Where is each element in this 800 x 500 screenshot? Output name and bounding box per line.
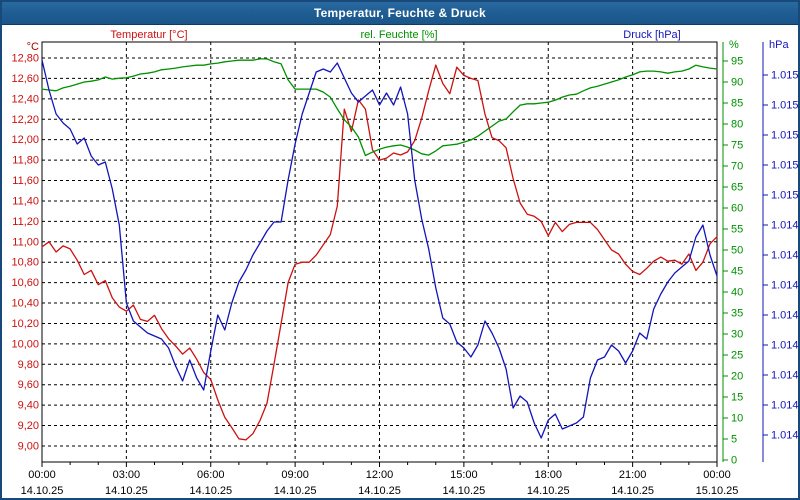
humidity-tick-label: 10 bbox=[731, 413, 743, 425]
humidity-tick-label: 35 bbox=[731, 308, 743, 320]
time-label: 06:00 bbox=[197, 469, 225, 481]
humidity-tick-label: 30 bbox=[731, 329, 743, 341]
humidity-tick-label: 25 bbox=[731, 350, 743, 362]
humidity-tick-label: 55 bbox=[731, 224, 743, 236]
humidity-tick-label: 50 bbox=[731, 245, 743, 257]
date-label: 14.10.25 bbox=[105, 485, 148, 497]
humidity-tick-label: 85 bbox=[731, 98, 743, 110]
time-label: 09:00 bbox=[281, 469, 309, 481]
pressure-tick-label: 1.014 bbox=[771, 430, 799, 442]
hpa-axis-unit: hPa bbox=[769, 39, 789, 51]
time-label: 00:00 bbox=[28, 469, 56, 481]
date-label: 15.10.25 bbox=[696, 485, 739, 497]
temp-tick-label: 9,40 bbox=[18, 400, 39, 412]
date-label: 14.10.25 bbox=[21, 485, 64, 497]
time-label: 18:00 bbox=[534, 469, 562, 481]
humidity-tick-label: 75 bbox=[731, 140, 743, 152]
pressure-tick-label: 1.014 bbox=[771, 370, 799, 382]
humidity-tick-label: 0 bbox=[731, 455, 737, 467]
temp-tick-label: 12,40 bbox=[11, 93, 39, 105]
date-label: 14.10.25 bbox=[189, 485, 232, 497]
pressure-curve bbox=[41, 59, 718, 439]
pressure-tick-label: 1.015 bbox=[771, 160, 799, 172]
legend-pressure-label: Druck [hPa] bbox=[623, 29, 681, 41]
time-label: 12:00 bbox=[366, 469, 394, 481]
temp-tick-label: 10,20 bbox=[11, 318, 39, 330]
date-label: 14.10.25 bbox=[274, 485, 317, 497]
temp-tick-label: 10,60 bbox=[11, 277, 39, 289]
plot-border bbox=[41, 41, 718, 463]
humidity-tick-label: 65 bbox=[731, 182, 743, 194]
pressure-tick-label: 1.014 bbox=[771, 400, 799, 412]
pressure-tick-label: 1.015 bbox=[771, 70, 799, 82]
date-label: 14.10.25 bbox=[442, 485, 485, 497]
pressure-tick-label: 1.014 bbox=[771, 280, 799, 292]
window-title: Temperatur, Feuchte & Druck bbox=[314, 6, 486, 20]
temp-tick-label: 9,20 bbox=[18, 420, 39, 432]
humidity-tick-label: 15 bbox=[731, 392, 743, 404]
temp-tick-label: 10,00 bbox=[11, 338, 39, 350]
legend-humidity-label: rel. Feuchte [%] bbox=[360, 29, 438, 41]
time-label: 00:00 bbox=[703, 469, 731, 481]
temp-tick-label: 9,60 bbox=[18, 379, 39, 391]
window-titlebar: Temperatur, Feuchte & Druck bbox=[2, 2, 798, 25]
temp-tick-label: 9,00 bbox=[18, 440, 39, 452]
pressure-tick-label: 1.015 bbox=[771, 190, 799, 202]
pressure-tick-label: 1.015 bbox=[771, 100, 799, 112]
temp-tick-label: 12,00 bbox=[11, 134, 39, 146]
temp-tick-label: 11,20 bbox=[12, 216, 39, 228]
pressure-tick-label: 1.014 bbox=[771, 220, 799, 232]
time-label: 03:00 bbox=[113, 469, 141, 481]
date-label: 14.10.25 bbox=[611, 485, 654, 497]
humidity-tick-label: 20 bbox=[731, 371, 743, 383]
humidity-tick-label: 45 bbox=[731, 266, 743, 278]
humidity-tick-label: 5 bbox=[731, 434, 737, 446]
pressure-tick-label: 1.014 bbox=[771, 250, 799, 262]
temp-tick-label: 9,80 bbox=[18, 359, 39, 371]
pressure-tick-label: 1.014 bbox=[771, 310, 799, 322]
humidity-tick-label: 95 bbox=[731, 56, 743, 68]
humidity-tick-label: 60 bbox=[731, 203, 743, 215]
percent-axis-unit: % bbox=[729, 39, 739, 51]
temp-tick-label: 12,20 bbox=[11, 114, 39, 126]
humidity-tick-label: 70 bbox=[731, 161, 743, 173]
celsius-axis-unit: °C bbox=[27, 41, 39, 53]
temp-tick-label: 10,40 bbox=[11, 298, 39, 310]
time-label: 21:00 bbox=[619, 469, 647, 481]
pressure-tick-label: 1.015 bbox=[771, 130, 799, 142]
temp-tick-label: 10,80 bbox=[11, 257, 39, 269]
temp-tick-label: 12,80 bbox=[11, 53, 39, 65]
humidity-tick-label: 40 bbox=[731, 287, 743, 299]
pressure-tick-label: 1.014 bbox=[771, 340, 799, 352]
humidity-tick-label: 90 bbox=[731, 77, 743, 89]
temp-tick-label: 11,40 bbox=[12, 195, 39, 207]
temperature-curve bbox=[41, 64, 718, 441]
time-label: 15:00 bbox=[450, 469, 478, 481]
legend-temperature-label: Temperatur [°C] bbox=[110, 29, 188, 41]
date-label: 14.10.25 bbox=[358, 485, 401, 497]
date-label: 14.10.25 bbox=[527, 485, 570, 497]
temp-tick-label: 11,00 bbox=[12, 236, 39, 248]
humidity-tick-label: 80 bbox=[731, 119, 743, 131]
humidity-curve bbox=[41, 58, 718, 157]
temp-tick-label: 12,60 bbox=[11, 73, 39, 85]
temp-tick-label: 11,80 bbox=[12, 155, 39, 167]
temp-tick-label: 11,60 bbox=[12, 175, 39, 187]
